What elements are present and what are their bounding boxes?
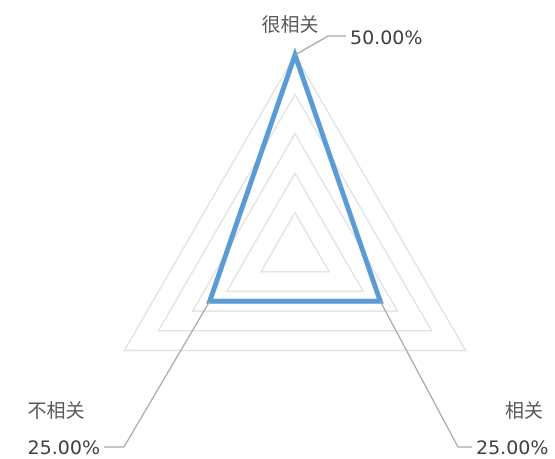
category-label-2: 相关 xyxy=(505,400,543,422)
leader-line-2 xyxy=(379,300,472,448)
data-label-1: 50.00% xyxy=(350,27,422,49)
category-label-1: 很相关 xyxy=(261,14,318,36)
grid-ring-5 xyxy=(123,53,467,352)
leader-line-1 xyxy=(294,35,346,56)
leader-line-3 xyxy=(104,300,211,448)
grid-ring-2 xyxy=(225,171,365,293)
grid-ring-1 xyxy=(259,211,331,273)
series-line xyxy=(206,47,384,304)
data-label-3: 25.00% xyxy=(28,437,100,459)
grid-ring-4 xyxy=(157,92,433,332)
data-label-2: 25.00% xyxy=(476,437,548,459)
category-label-3: 不相关 xyxy=(27,400,84,422)
grid-ring-3 xyxy=(191,132,399,312)
